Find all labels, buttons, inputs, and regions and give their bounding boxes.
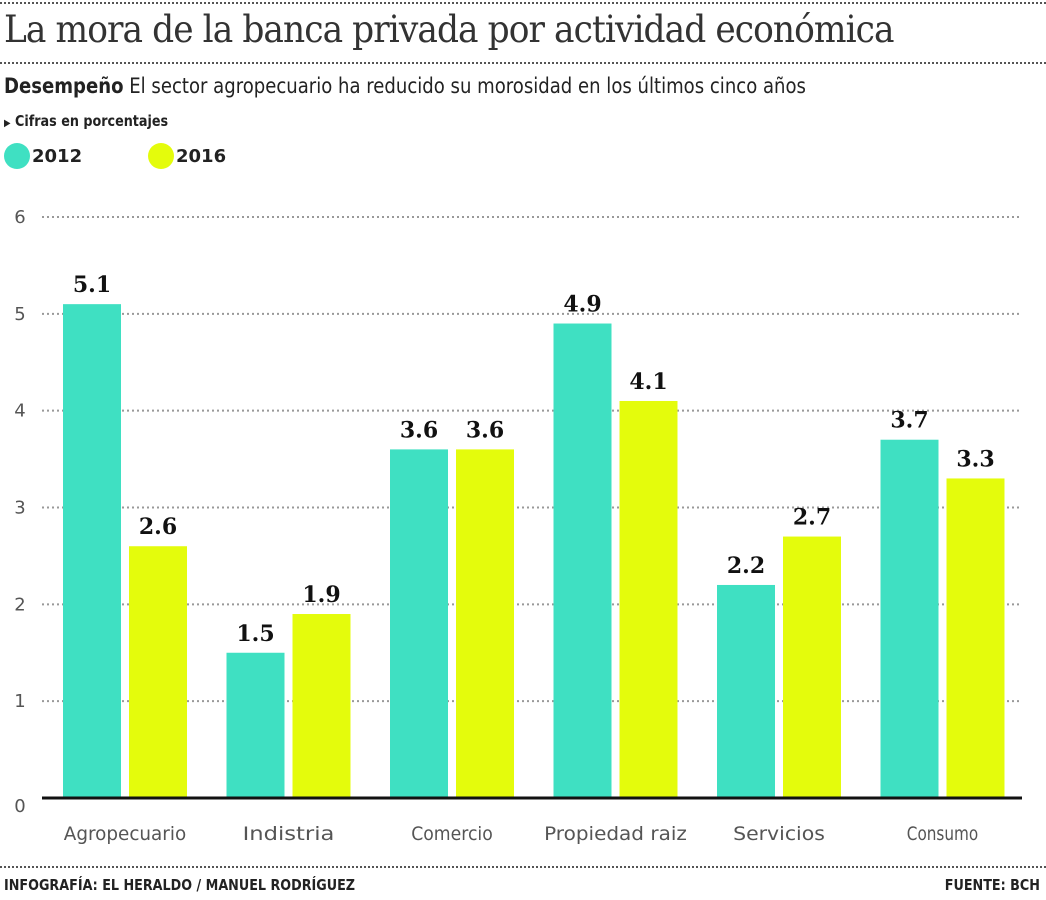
data-label: 3.6 bbox=[400, 417, 438, 443]
bar-2012 bbox=[717, 584, 775, 798]
top-divider bbox=[0, 2, 1046, 4]
data-label: 2.7 bbox=[793, 505, 831, 531]
footer-source: FUENTE: BCH bbox=[944, 876, 1040, 894]
bar-2016 bbox=[456, 449, 514, 798]
y-tick-label: 5 bbox=[14, 304, 25, 325]
bar-2016 bbox=[619, 400, 678, 798]
data-label: 1.9 bbox=[302, 582, 340, 608]
legend-label-2016: 2016 bbox=[176, 145, 227, 167]
data-label: 2.6 bbox=[139, 514, 177, 540]
units-note-text: Cifras en porcentajes bbox=[14, 112, 169, 130]
data-label: 4.1 bbox=[629, 369, 667, 395]
data-label: 3.6 bbox=[466, 417, 504, 443]
chart-subtitle: Desempeño El sector agropecuario ha redu… bbox=[4, 74, 806, 98]
legend-swatch-2012 bbox=[4, 143, 30, 169]
bar-2012 bbox=[390, 449, 448, 798]
bar-2016 bbox=[292, 614, 351, 798]
bar-2012 bbox=[63, 304, 121, 798]
data-label: 5.1 bbox=[73, 272, 111, 298]
y-tick-label: 1 bbox=[14, 691, 25, 712]
bar-2012 bbox=[880, 439, 939, 798]
x-tick-label: Comercio bbox=[411, 823, 493, 845]
y-tick-label: 2 bbox=[14, 594, 25, 615]
bar-2012 bbox=[226, 652, 285, 798]
data-label: 4.9 bbox=[563, 292, 601, 318]
y-tick-label: 6 bbox=[14, 207, 25, 228]
bar-2016 bbox=[129, 546, 187, 798]
x-tick-label: Indistria bbox=[243, 823, 335, 845]
legend-item-2012: 2012 bbox=[4, 143, 82, 169]
legend-item-2016: 2016 bbox=[148, 143, 226, 169]
y-tick-label: 4 bbox=[14, 401, 25, 422]
legend-label-2012: 2012 bbox=[32, 145, 83, 167]
y-tick-label: 0 bbox=[14, 796, 25, 817]
bar-2016 bbox=[946, 478, 1005, 798]
data-label: 3.3 bbox=[956, 446, 994, 472]
x-tick-label: Propiedad raiz bbox=[544, 823, 687, 845]
triangle-bullet-icon: ▶ bbox=[4, 118, 11, 129]
chart-title: La mora de la banca privada por activida… bbox=[4, 8, 895, 51]
footer-credit: INFOGRAFÍA: EL HERALDO / MANUEL RODRÍGUE… bbox=[4, 876, 356, 894]
legend-swatch-2016 bbox=[148, 143, 174, 169]
data-label: 3.7 bbox=[890, 408, 928, 434]
bar-2012 bbox=[553, 323, 612, 798]
y-tick-label: 3 bbox=[14, 498, 25, 519]
data-label: 1.5 bbox=[236, 621, 274, 647]
bar-2016 bbox=[783, 536, 841, 798]
x-tick-label: Consumo bbox=[907, 823, 978, 845]
subtitle-lead: Desempeño bbox=[4, 74, 124, 98]
title-divider bbox=[0, 62, 1046, 64]
footer-divider bbox=[0, 866, 1046, 868]
x-tick-label: Servicios bbox=[733, 823, 825, 845]
x-tick-label: Agropecuario bbox=[64, 823, 186, 845]
subtitle-text: El sector agropecuario ha reducido su mo… bbox=[129, 74, 806, 98]
units-note: ▶ Cifras en porcentajes bbox=[4, 112, 168, 130]
data-label: 2.2 bbox=[727, 553, 765, 579]
